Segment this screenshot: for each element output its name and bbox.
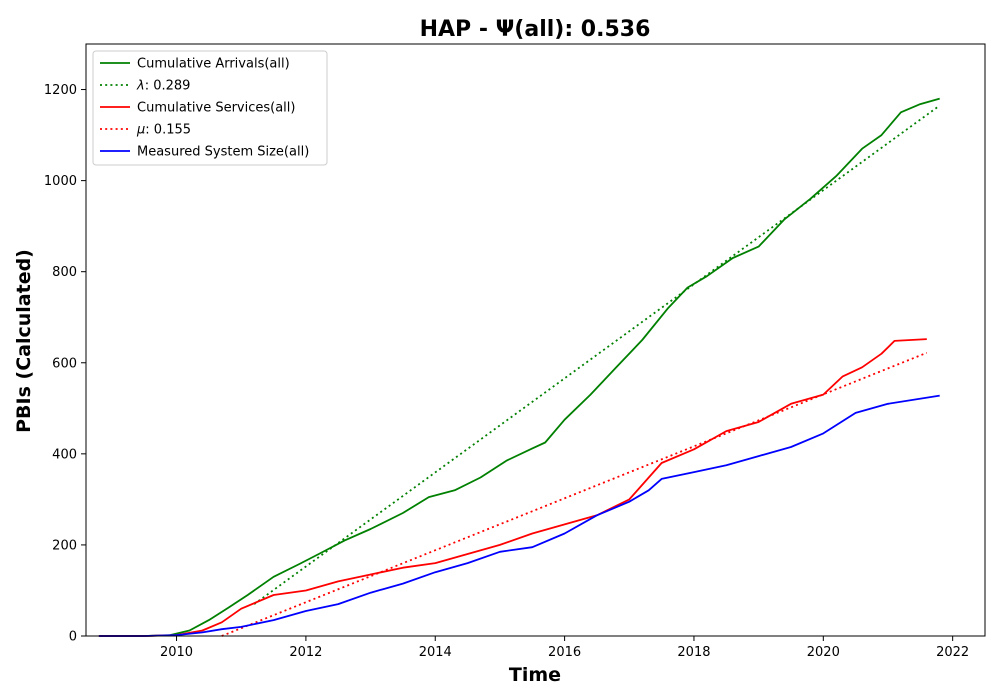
x-tick-label: 2014: [419, 645, 452, 660]
legend-name: 0.155: [154, 123, 191, 138]
x-tick-label: 2012: [289, 645, 322, 660]
y-tick-label: 1200: [44, 83, 77, 98]
x-tick-label: 2020: [807, 645, 840, 660]
legend-name: Cumulative Arrivals(all): [137, 57, 290, 72]
x-tick-label: 2016: [548, 645, 581, 660]
x-tick-label: 2018: [677, 645, 710, 660]
plot-lines: [98, 97, 941, 637]
legend-entry-0: Cumulative Arrivals(all): [137, 57, 290, 72]
y-tick-label: 400: [52, 447, 77, 462]
legend-entry-1: λ: 0.289: [136, 79, 190, 94]
x-tick-label: 2022: [936, 645, 969, 660]
legend-symbol: λ: [136, 79, 145, 94]
legend-entry-4: Measured System Size(all): [137, 145, 309, 160]
legend-entry-3: μ: 0.155: [136, 123, 191, 138]
series-line-1: [253, 104, 941, 605]
series-line-3: [221, 351, 928, 637]
plot-frame: [85, 43, 986, 637]
legend-box: [92, 50, 328, 166]
legend-name: 0.289: [153, 79, 190, 94]
y-tick-label: 600: [52, 356, 77, 371]
legend-name: Measured System Size(all): [137, 145, 309, 160]
legend-entry-2: Cumulative Services(all): [137, 101, 295, 116]
legend: Cumulative Arrivals(all) λ: 0.289 Cumulati…: [92, 50, 328, 166]
series-line-2: [98, 338, 927, 637]
y-tick-label: 800: [52, 265, 77, 280]
y-axis-label: PBIs (Calculated): [13, 249, 35, 433]
x-tick-label: 2010: [160, 645, 193, 660]
series-line-0: [98, 97, 940, 637]
chart-title: HAP - Ψ(all): 0.536: [420, 17, 651, 42]
series-line-4: [98, 394, 940, 637]
y-tick-label: 200: [52, 538, 77, 553]
x-axis: 2010 2012 2014 2016 2018 2020 2022: [160, 636, 969, 660]
legend-name: Cumulative Services(all): [137, 101, 295, 116]
x-axis-label: Time: [509, 664, 561, 686]
y-tick-label: 1000: [44, 174, 77, 189]
y-axis: 0 200 400 600 800 1000 1200: [44, 83, 86, 645]
legend-symbol: μ: [136, 123, 145, 138]
y-tick-label: 0: [69, 630, 77, 645]
